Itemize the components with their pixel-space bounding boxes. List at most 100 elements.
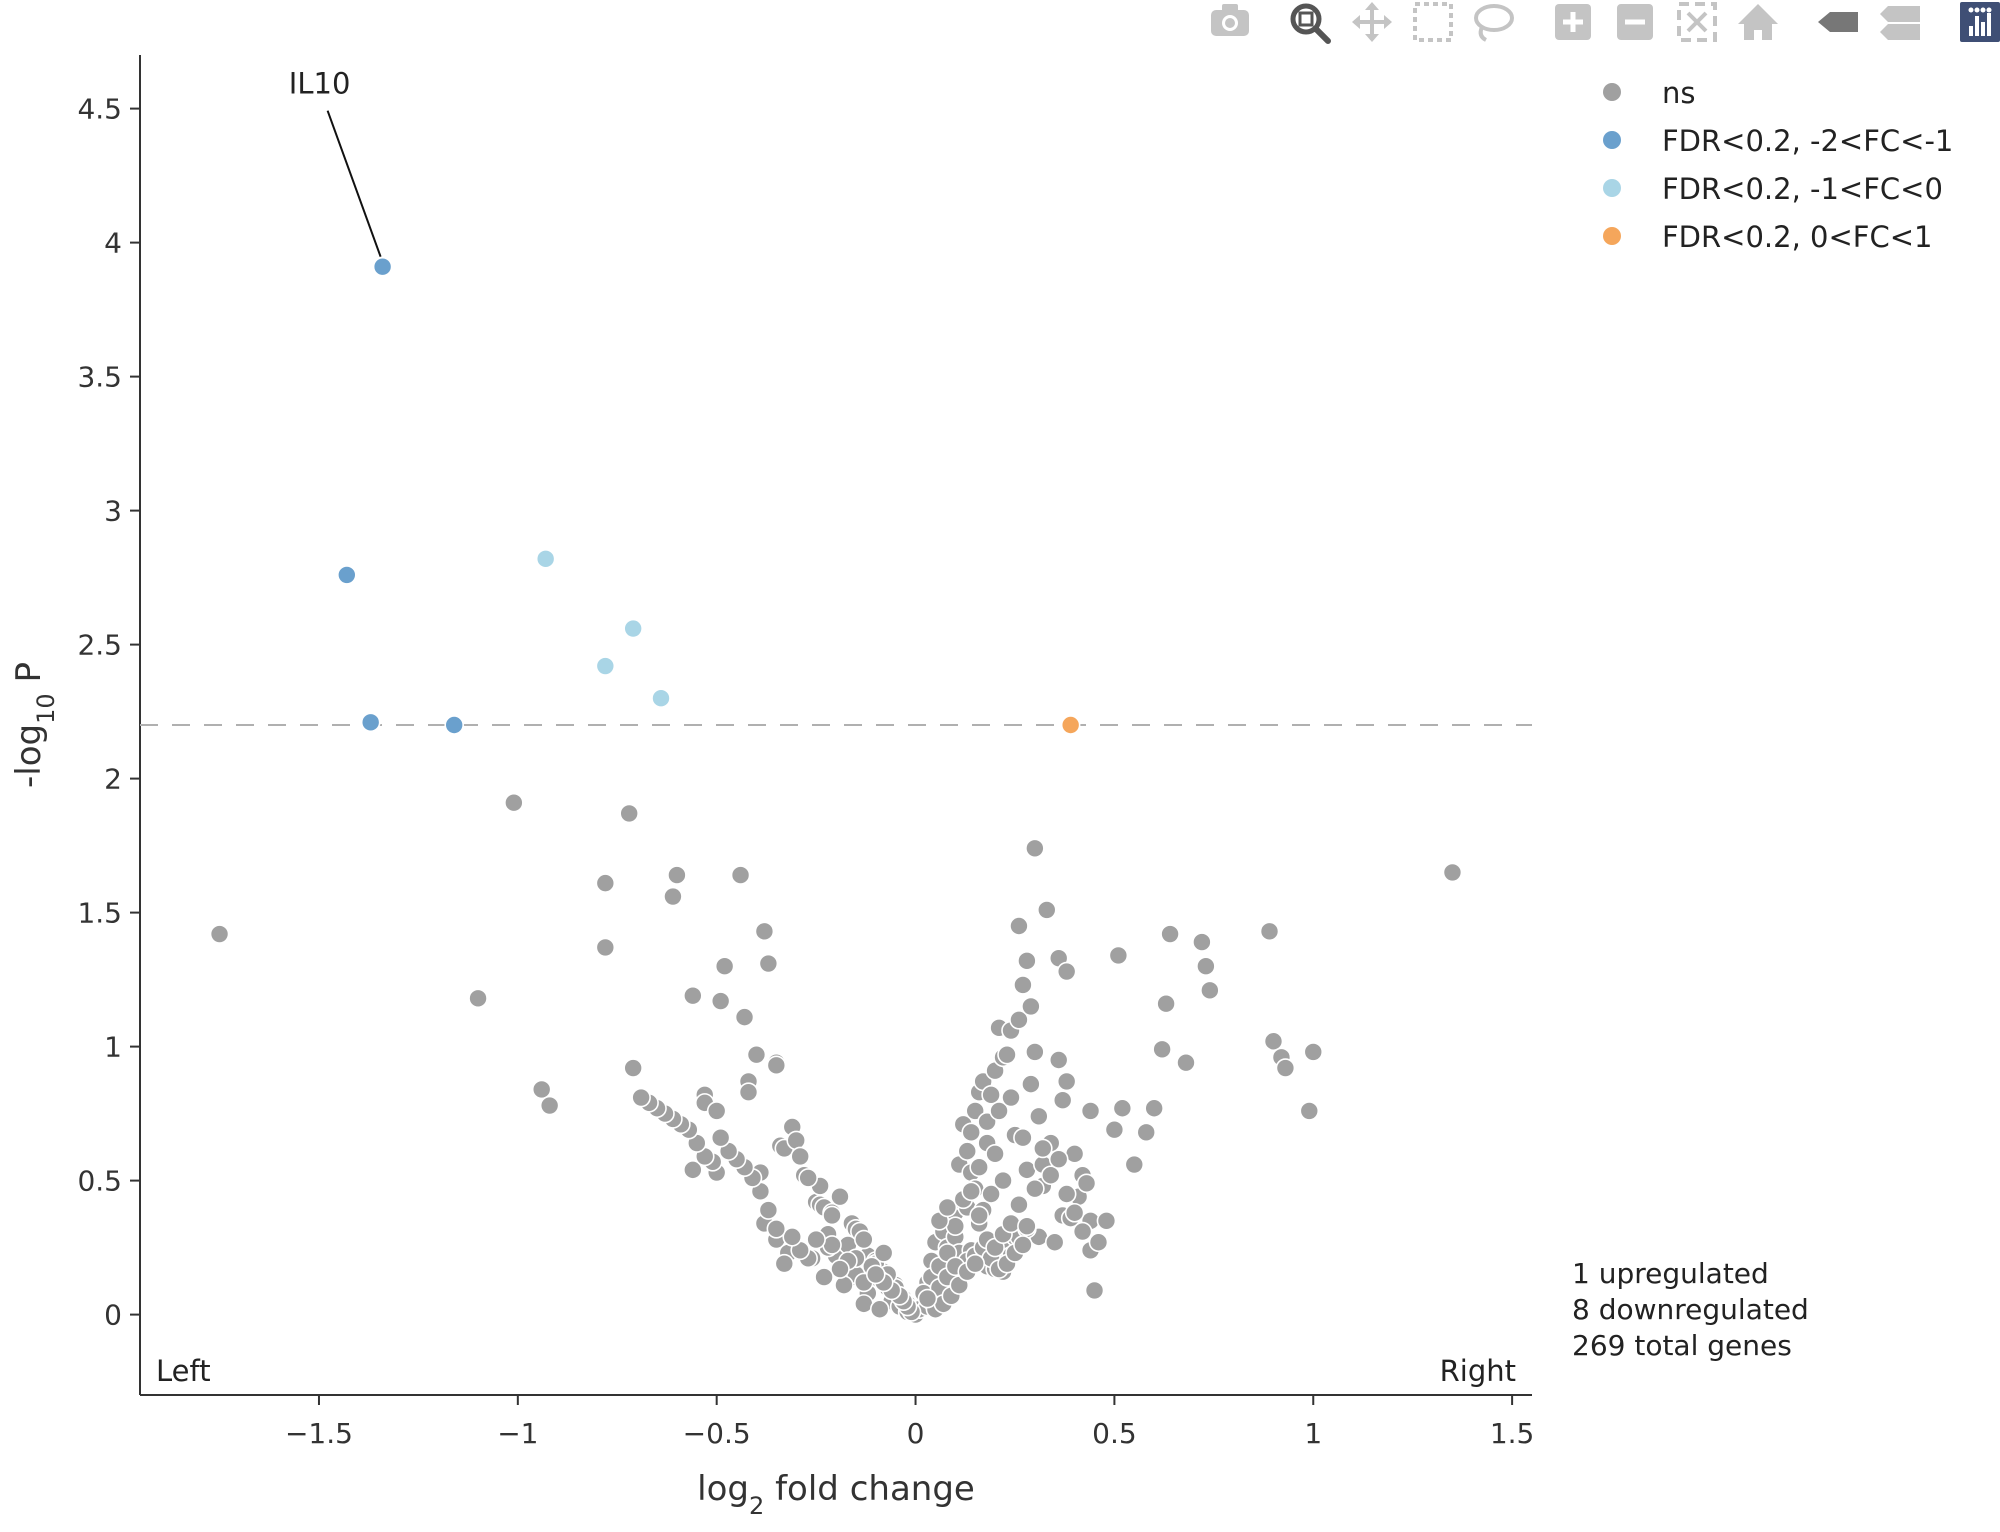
data-point[interactable] xyxy=(1080,1101,1101,1121)
data-point[interactable] xyxy=(444,715,464,735)
data-point[interactable] xyxy=(1056,1071,1077,1092)
data-point[interactable] xyxy=(1160,924,1180,944)
hover-compare-icon[interactable] xyxy=(1880,6,1920,40)
data-point[interactable] xyxy=(595,656,616,676)
legend-item[interactable]: ns xyxy=(1603,76,1696,110)
legend-item[interactable]: FDR<0.2, 0<FC<1 xyxy=(1603,220,1932,254)
zoom-icon[interactable] xyxy=(1290,3,1331,44)
data-point[interactable] xyxy=(917,1288,938,1309)
data-point[interactable] xyxy=(1009,916,1029,936)
data-point[interactable] xyxy=(1025,1178,1045,1199)
autoscale-icon[interactable] xyxy=(1677,2,1717,42)
reset-axes-icon[interactable] xyxy=(1738,4,1778,40)
data-point[interactable] xyxy=(1303,1042,1324,1062)
data-point[interactable] xyxy=(1052,1090,1073,1110)
data-point[interactable] xyxy=(806,1229,826,1250)
data-point[interactable] xyxy=(1048,1149,1069,1169)
data-point[interactable] xyxy=(337,565,357,585)
data-point[interactable] xyxy=(1048,1050,1069,1070)
data-point[interactable] xyxy=(1084,1280,1105,1301)
data-point[interactable] xyxy=(766,1219,787,1239)
data-point[interactable] xyxy=(1013,1127,1033,1148)
data-point[interactable] xyxy=(961,1181,982,1202)
data-point[interactable] xyxy=(981,1085,1001,1105)
data-point[interactable] xyxy=(468,988,488,1009)
data-point[interactable] xyxy=(1064,1202,1085,1223)
data-point[interactable] xyxy=(623,1058,643,1078)
data-point[interactable] xyxy=(1009,1194,1029,1215)
data-point[interactable] xyxy=(683,985,703,1006)
data-point[interactable] xyxy=(1263,1031,1284,1052)
camera-icon[interactable] xyxy=(1211,4,1249,36)
data-point[interactable] xyxy=(595,873,616,893)
data-point[interactable] xyxy=(623,618,643,639)
data-point[interactable] xyxy=(746,1044,767,1065)
data-point[interactable] xyxy=(1096,1211,1117,1231)
zoom-out-icon[interactable] xyxy=(1617,4,1653,40)
data-point[interactable] xyxy=(1040,1165,1061,1186)
data-point[interactable] xyxy=(651,688,671,709)
data-point[interactable] xyxy=(738,1082,759,1102)
data-point[interactable] xyxy=(965,1253,986,1274)
data-point[interactable] xyxy=(774,1253,795,1274)
data-point[interactable] xyxy=(1013,1235,1033,1255)
data-point[interactable] xyxy=(1009,1009,1029,1030)
data-point[interactable] xyxy=(1013,975,1033,995)
data-point[interactable] xyxy=(1076,1173,1097,1194)
data-point[interactable] xyxy=(1299,1101,1320,1121)
data-point[interactable] xyxy=(539,1095,560,1116)
data-point[interactable] xyxy=(1108,945,1129,966)
plotly-logo-icon[interactable] xyxy=(1960,2,2000,42)
data-point[interactable] xyxy=(1136,1122,1157,1143)
data-point[interactable] xyxy=(1044,1232,1065,1253)
data-point[interactable] xyxy=(663,886,683,907)
data-point[interactable] xyxy=(1176,1052,1196,1073)
data-point[interactable] xyxy=(360,712,381,733)
data-point[interactable] xyxy=(937,1197,958,1218)
data-point[interactable] xyxy=(758,1200,779,1220)
data-point[interactable] xyxy=(1001,1213,1021,1234)
data-point[interactable] xyxy=(822,1205,842,1226)
data-point[interactable] xyxy=(989,1101,1009,1121)
data-point[interactable] xyxy=(631,1087,651,1108)
data-point[interactable] xyxy=(706,1101,727,1121)
data-point[interactable] xyxy=(1442,862,1463,883)
data-point[interactable] xyxy=(782,1227,803,1247)
data-point[interactable] xyxy=(830,1259,850,1279)
data-point[interactable] xyxy=(969,1205,989,1226)
data-point[interactable] xyxy=(766,1055,787,1076)
data-point[interactable] xyxy=(1144,1098,1164,1119)
data-point[interactable] xyxy=(814,1267,834,1287)
data-point[interactable] xyxy=(1056,1184,1077,1204)
data-point[interactable] xyxy=(997,1044,1017,1065)
data-point[interactable] xyxy=(1029,1106,1049,1127)
data-point[interactable] xyxy=(1200,980,1220,1001)
data-point[interactable] xyxy=(710,1127,731,1148)
data-point[interactable] xyxy=(1021,996,1041,1017)
data-point[interactable] xyxy=(981,1184,1001,1204)
data-point[interactable] xyxy=(595,937,616,958)
data-point[interactable] xyxy=(535,549,556,569)
data-point[interactable] xyxy=(1021,1074,1041,1094)
data-point[interactable] xyxy=(734,1007,755,1027)
data-point[interactable] xyxy=(786,1130,807,1151)
data-point[interactable] xyxy=(710,991,731,1011)
data-point[interactable] xyxy=(1056,961,1077,982)
plot-area[interactable]: −1.5 −1 −0.5 0 0.5 1 1.5 00.511.522.533.544.5 … xyxy=(77,55,1534,1450)
data-point[interactable] xyxy=(854,1229,874,1250)
data-point[interactable] xyxy=(957,1141,978,1161)
data-point[interactable] xyxy=(1124,1154,1145,1175)
data-point[interactable] xyxy=(869,1299,890,1320)
data-point[interactable] xyxy=(667,865,687,885)
data-point[interactable] xyxy=(1259,921,1280,942)
data-point[interactable] xyxy=(209,924,230,944)
data-point[interactable] xyxy=(985,1144,1005,1164)
data-point[interactable] xyxy=(531,1079,552,1100)
legend-item[interactable]: FDR<0.2, -1<FC<0 xyxy=(1603,172,1943,206)
lasso-select-icon[interactable] xyxy=(1474,4,1514,42)
data-point[interactable] xyxy=(1033,1138,1053,1159)
data-point[interactable] xyxy=(1025,1042,1045,1062)
zoom-in-icon[interactable] xyxy=(1555,4,1591,40)
data-point[interactable] xyxy=(1060,715,1081,735)
